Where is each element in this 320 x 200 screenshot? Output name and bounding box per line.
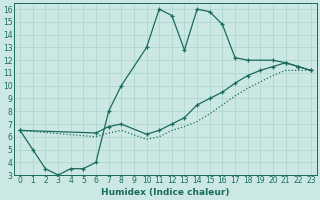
X-axis label: Humidex (Indice chaleur): Humidex (Indice chaleur) bbox=[101, 188, 230, 197]
